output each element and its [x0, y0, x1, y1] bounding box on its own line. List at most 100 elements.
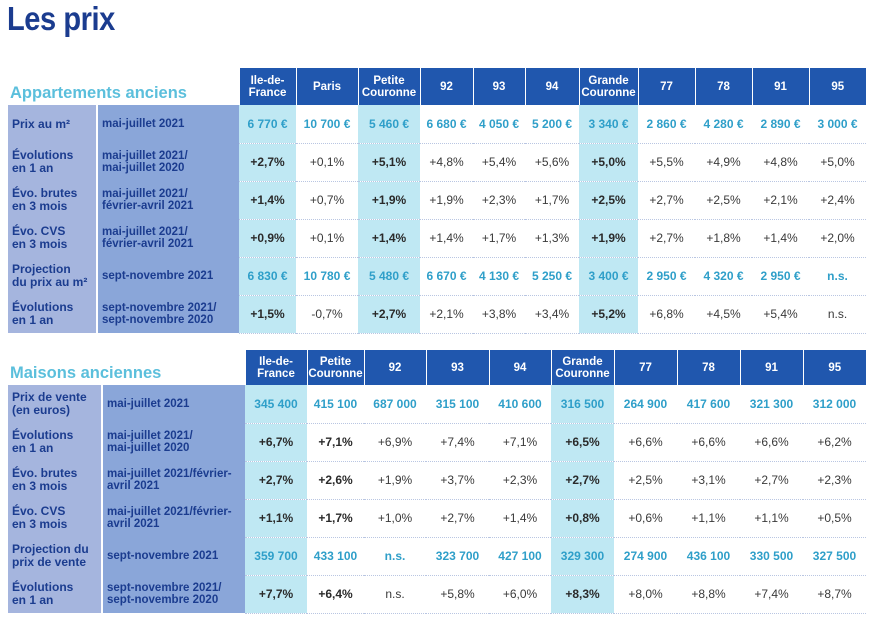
- table-cell: 5 200 €: [525, 105, 580, 144]
- table-cell: +6,6%: [614, 423, 677, 462]
- row-period: mai-juillet 2021: [102, 385, 245, 423]
- page-title: Les prix: [7, 0, 115, 37]
- table-cell: 312 000: [803, 385, 866, 424]
- column-header: 95: [802, 350, 866, 385]
- table-cell: +4,8%: [752, 143, 810, 182]
- table-cell: +1,4%: [358, 219, 421, 258]
- row-label-line1: Projection du: [12, 542, 89, 556]
- column-header: Grande Couronne: [550, 350, 614, 385]
- table-cell: +6,0%: [489, 575, 551, 614]
- column-header: 77: [613, 350, 677, 385]
- table-cell: +5,8%: [426, 575, 489, 614]
- row-period: sept-novembre 2021: [97, 257, 240, 295]
- table-cell: 433 100: [307, 537, 364, 576]
- row-period: mai-juillet 2021/mai-juillet 2020: [102, 423, 245, 461]
- table-cell: +2,5%: [695, 181, 753, 220]
- table-cell: 2 950 €: [752, 257, 810, 296]
- table-cell: 410 600: [489, 385, 551, 424]
- column-header: 93: [425, 350, 489, 385]
- table-cell: +1,1%: [245, 499, 307, 538]
- table-cell: n.s.: [809, 257, 867, 296]
- column-header-line2: Couronne: [361, 86, 417, 99]
- table-cell: +6,8%: [638, 295, 696, 334]
- row-period: mai-juillet 2021/février-avril 2021: [97, 181, 240, 219]
- row-label: Prix de vente (en euros): [8, 385, 103, 423]
- table-cell: 10 780 €: [296, 257, 359, 296]
- table-cell: 3 340 €: [579, 105, 639, 144]
- row-period-line1: mai-juillet 2021/: [102, 188, 188, 200]
- row-label-line2: en 1 an: [12, 593, 54, 607]
- row-label-line1: Évolutions: [12, 580, 74, 594]
- row-period-line2: avril 2021: [107, 480, 160, 492]
- table-row: Évolutions en 1 an mai-juillet 2021/mai-ju…: [8, 423, 866, 462]
- column-header-line2: France: [257, 367, 295, 380]
- row-label: Projection du prix au m²: [8, 257, 98, 295]
- row-period-line1: mai-juillet 2021/février-: [107, 506, 232, 518]
- table-cell: +2,7%: [551, 461, 614, 500]
- row-period: mai-juillet 2021/février-avril 2021: [102, 499, 245, 537]
- column-header-line2: France: [248, 86, 287, 99]
- table-cell: 323 700: [426, 537, 489, 576]
- column-header-line1: 94: [545, 80, 559, 93]
- table-cell: +6,6%: [740, 423, 803, 462]
- table-cell: +4,5%: [695, 295, 753, 334]
- column-header: 91: [751, 68, 810, 105]
- table-cell: 2 890 €: [752, 105, 810, 144]
- row-period-line1: sept-novembre 2021/: [102, 302, 217, 314]
- row-label-line1: Évolutions: [12, 300, 74, 314]
- column-header: Petite Couronne: [306, 350, 364, 385]
- column-header-line1: Ile-de-: [250, 74, 285, 87]
- table-cell: +1,9%: [364, 461, 426, 500]
- table-cell: 3 400 €: [579, 257, 639, 296]
- row-period-line1: mai-juillet 2021: [107, 398, 190, 410]
- table-cell: 316 500: [551, 385, 614, 424]
- table-cell: 6 830 €: [239, 257, 297, 296]
- column-header: 95: [808, 68, 867, 105]
- table-cell: +2,7%: [245, 461, 307, 500]
- table-cell: +2,4%: [809, 181, 867, 220]
- column-header: Ile-de- France: [238, 68, 297, 105]
- row-label-line2: prix de vente: [12, 555, 87, 569]
- table-cell: +6,7%: [245, 423, 307, 462]
- column-header-line1: 91: [765, 361, 778, 374]
- row-label-line2: (en euros): [12, 403, 71, 417]
- column-header-line1: Petite: [373, 74, 405, 87]
- table-cell: +6,4%: [307, 575, 364, 614]
- table-cell: +5,4%: [752, 295, 810, 334]
- column-header: 78: [694, 68, 753, 105]
- column-header-line1: Grande: [562, 355, 603, 368]
- row-period: sept-novembre 2021/sept-novembre 2020: [102, 575, 245, 613]
- table-cell: +2,3%: [473, 181, 526, 220]
- table-cell: 2 860 €: [638, 105, 696, 144]
- column-header-line1: Paris: [312, 80, 342, 93]
- column-header-line1: 91: [774, 80, 787, 93]
- table-cell: -0,7%: [296, 295, 359, 334]
- row-label-line1: Prix de vente: [12, 390, 87, 404]
- row-label-line1: Évo. CVS: [12, 224, 66, 238]
- table-cell: 436 100: [677, 537, 740, 576]
- table-row: Projection du prix au m² sept-novembre 202…: [8, 257, 867, 296]
- table-cell: 10 700 €: [296, 105, 359, 144]
- table-cell: +1,1%: [677, 499, 740, 538]
- table-cell: +1,5%: [239, 295, 297, 334]
- table-cell: +0,1%: [296, 143, 359, 182]
- table-cell: +7,7%: [245, 575, 307, 614]
- table-cell: 5 480 €: [358, 257, 421, 296]
- table-cell: +8,7%: [803, 575, 866, 614]
- table-cell: +1,7%: [473, 219, 526, 258]
- row-period: sept-novembre 2021: [102, 537, 245, 575]
- table-cell: +1,0%: [364, 499, 426, 538]
- table-cell: +2,7%: [426, 499, 489, 538]
- row-label: Évo. CVS en 3 mois: [8, 499, 103, 537]
- row-period: sept-novembre 2021/sept-novembre 2020: [97, 295, 240, 333]
- table-cell: 6 680 €: [420, 105, 474, 144]
- maisons-section-title: Maisons anciennes: [10, 364, 162, 382]
- table-cell: +5,1%: [358, 143, 421, 182]
- table-cell: 274 900: [614, 537, 677, 576]
- column-header: Grande Couronne: [578, 68, 639, 105]
- row-label: Évolutions en 1 an: [8, 143, 98, 181]
- row-period-line2: mai-juillet 2020: [102, 162, 185, 174]
- table-cell: +5,0%: [809, 143, 867, 182]
- table-row: Évo. CVS en 3 mois mai-juillet 2021/févrie…: [8, 499, 866, 538]
- column-header-line1: 92: [388, 361, 402, 374]
